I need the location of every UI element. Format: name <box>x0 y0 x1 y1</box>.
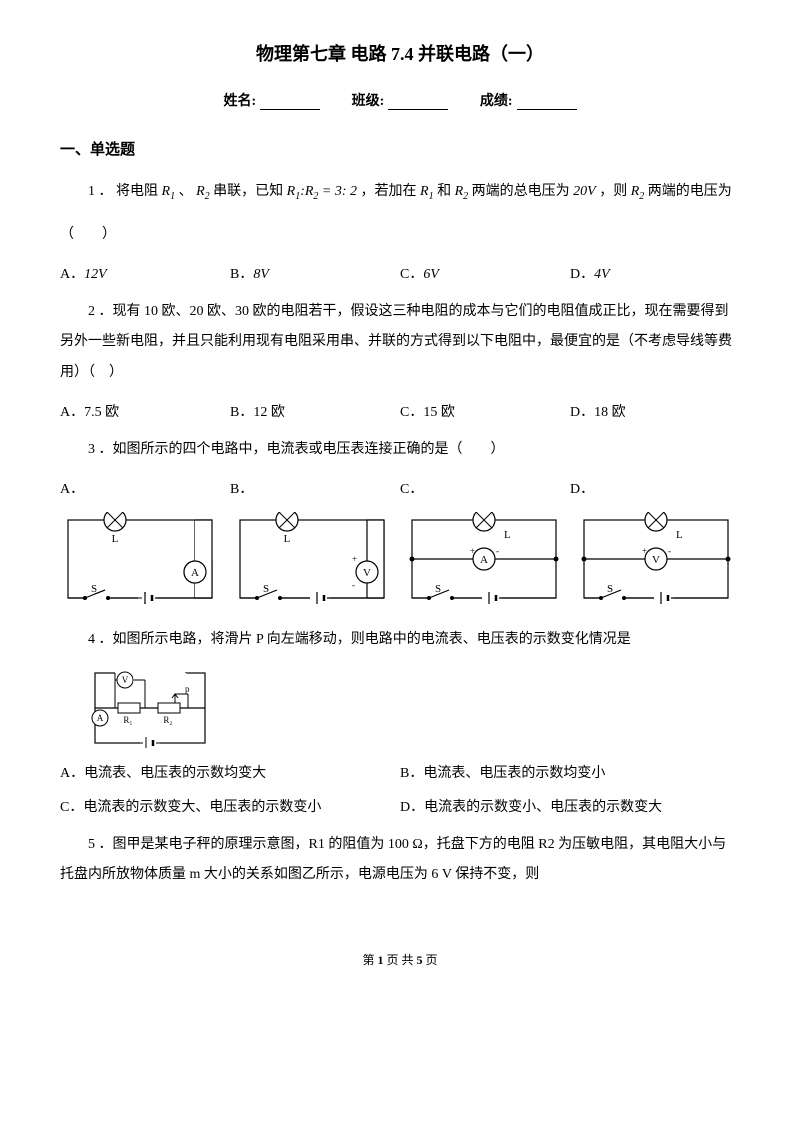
q1-text-c: ，若加在 <box>361 184 417 199</box>
q3-label-b: B． <box>230 478 400 498</box>
q1-opt-d: D．4V <box>570 263 740 283</box>
svg-text:V: V <box>363 567 371 579</box>
svg-text:S: S <box>435 583 441 595</box>
circuit-c: L A + - S <box>404 512 568 607</box>
q1-text-e: ，则 <box>599 184 627 199</box>
q1-r1: R1 <box>162 184 176 199</box>
q2-num: 2 ． <box>88 304 113 319</box>
score-label: 成绩: <box>480 94 513 109</box>
q2-options: A．7.5 欧 B．12 欧 C．15 欧 D．18 欧 <box>60 401 740 421</box>
q1-ratio: R1:R2 = 3: 2 <box>287 184 357 199</box>
q1-r2c: R2 <box>631 184 645 199</box>
q3-num: 3 ． <box>88 442 113 457</box>
question-1: 1 ． 将电阻 R1 、 R2 串联，已知 R1:R2 = 3: 2 ，若加在 … <box>60 177 740 208</box>
question-4: 4 ．如图所示电路，将滑片 P 向左端移动，则电路中的电流表、电压表的示数变化情… <box>60 625 740 656</box>
info-row: 姓名: 班级: 成绩: <box>60 90 740 110</box>
svg-text:S: S <box>607 583 613 595</box>
svg-text:V: V <box>122 675 129 685</box>
q2-opt-a: A．7.5 欧 <box>60 401 230 421</box>
q2-opt-d: D．18 欧 <box>570 401 740 421</box>
q2-opt-c: C．15 欧 <box>400 401 570 421</box>
q3-labels: A． B． C． D． <box>60 478 740 498</box>
q4-options-row2: C．电流表的示数变大、电压表的示数变小 D．电流表的示数变小、电压表的示数变大 <box>60 796 740 816</box>
svg-text:p: p <box>185 684 190 694</box>
q4-text: 如图所示电路，将滑片 P 向左端移动，则电路中的电流表、电压表的示数变化情况是 <box>113 632 631 647</box>
section-heading: 一、单选题 <box>60 138 740 159</box>
svg-text:+: + <box>470 546 475 556</box>
q3-label-d: D． <box>570 478 740 498</box>
q1-num: 1 ． <box>88 184 113 199</box>
class-label: 班级: <box>352 94 385 109</box>
svg-text:R₂: R₂ <box>163 715 172 725</box>
q4-options-row1: A．电流表、电压表的示数均变大 B．电流表、电压表的示数均变小 <box>60 762 740 782</box>
svg-text:R₁: R₁ <box>123 715 132 725</box>
q4-circuit: V p R₁ R₂ A <box>90 668 740 748</box>
svg-text:+: + <box>352 554 357 564</box>
svg-text:-: - <box>668 546 671 556</box>
name-field[interactable] <box>260 93 320 110</box>
circuit-b: L V + - S <box>232 512 396 607</box>
q1-opt-a: A．12V <box>60 263 230 283</box>
svg-text:A: A <box>480 554 488 566</box>
q3-label-c: C． <box>400 478 570 498</box>
question-2: 2 ．现有 10 欧、20 欧、30 欧的电阻若干，假设这三种电阻的成本与它们的… <box>60 297 740 389</box>
q1-volt: 20V <box>573 184 596 199</box>
q3-label-a: A． <box>60 478 230 498</box>
svg-text:L: L <box>284 533 291 545</box>
svg-text:S: S <box>263 583 269 595</box>
svg-text:+: + <box>642 546 647 556</box>
svg-text:A: A <box>97 713 104 723</box>
q3-diagrams: L A - + A S <box>60 512 740 607</box>
q1-options: A．12V B．8V C．6V D．4V <box>60 263 740 283</box>
q4-opt-b: B．电流表、电压表的示数均变小 <box>400 762 740 782</box>
q2-text: 现有 10 欧、20 欧、30 欧的电阻若干，假设这三种电阻的成本与它们的电阻值… <box>60 304 732 381</box>
question-5: 5 ．图甲是某电子秤的原理示意图，R1 的阻值为 100 Ω，托盘下方的电阻 R… <box>60 830 740 892</box>
svg-text:A: A <box>191 567 199 579</box>
q5-text: 图甲是某电子秤的原理示意图，R1 的阻值为 100 Ω，托盘下方的电阻 R2 为… <box>60 837 726 883</box>
q4-opt-a: A．电流表、电压表的示数均变大 <box>60 762 400 782</box>
q1-opt-c: C．6V <box>400 263 570 283</box>
page-title: 物理第七章 电路 7.4 并联电路（一） <box>60 40 740 66</box>
q1-and: 和 <box>437 184 451 199</box>
q5-num: 5 ． <box>88 837 113 852</box>
page-footer: 第 1 页 共 5 页 <box>60 951 740 968</box>
q1-paren: （ ） <box>60 220 740 251</box>
q1-r2b: R2 <box>455 184 469 199</box>
svg-text:-: - <box>496 546 499 556</box>
q1-text-d: 两端的总电压为 <box>472 184 570 199</box>
svg-text:S: S <box>91 583 97 595</box>
q4-opt-c: C．电流表的示数变大、电压表的示数变小 <box>60 796 400 816</box>
q1-text-f: 两端的电压为 <box>648 184 732 199</box>
q4-opt-d: D．电流表的示数变小、电压表的示数变大 <box>400 796 740 816</box>
q2-opt-b: B．12 欧 <box>230 401 400 421</box>
circuit-d: L V + - S <box>576 512 740 607</box>
q3-text: 如图所示的四个电路中，电流表或电压表连接正确的是（ ） <box>113 442 505 457</box>
q4-num: 4 ． <box>88 632 113 647</box>
svg-text:L: L <box>112 533 119 545</box>
q1-dot: 、 <box>179 184 193 199</box>
class-field[interactable] <box>388 93 448 110</box>
svg-text:-: - <box>352 580 355 590</box>
score-field[interactable] <box>517 93 577 110</box>
circuit-a: L A - + A S <box>60 512 224 607</box>
q1-opt-b: B．8V <box>230 263 400 283</box>
question-3: 3 ．如图所示的四个电路中，电流表或电压表连接正确的是（ ） <box>60 435 740 466</box>
q1-text-b: 串联，已知 <box>213 184 283 199</box>
q1-text: 将电阻 <box>116 184 158 199</box>
svg-text:V: V <box>652 554 660 566</box>
q1-r1b: R1 <box>420 184 434 199</box>
svg-text:L: L <box>504 529 511 541</box>
svg-text:L: L <box>676 529 683 541</box>
name-label: 姓名: <box>223 94 256 109</box>
q1-r2: R2 <box>196 184 210 199</box>
